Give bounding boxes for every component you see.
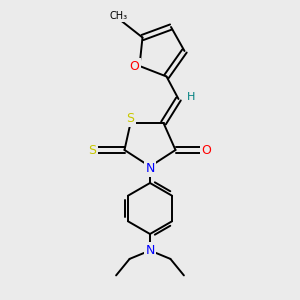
Text: S: S xyxy=(88,143,96,157)
Text: O: O xyxy=(129,59,139,73)
Text: N: N xyxy=(145,244,155,257)
Text: H: H xyxy=(187,92,195,103)
Text: N: N xyxy=(145,162,155,176)
Text: O: O xyxy=(201,143,211,157)
Text: S: S xyxy=(127,112,134,125)
Text: CH₃: CH₃ xyxy=(110,11,128,21)
